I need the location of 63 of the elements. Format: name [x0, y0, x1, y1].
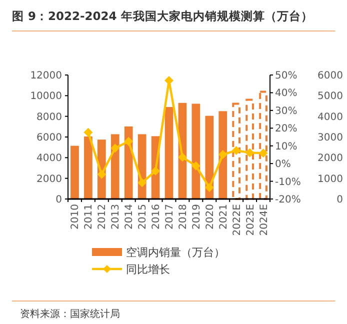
x-tick-label: 2012	[97, 204, 108, 230]
x-tick-label: 2015	[138, 204, 149, 230]
text: 资料来源：国家统计局	[20, 308, 120, 320]
point	[110, 144, 120, 153]
point	[178, 152, 187, 162]
y2-tick-label: 0%	[275, 159, 291, 170]
x-tick-label: 2018	[178, 204, 189, 230]
y2-tick-label: 50%	[275, 70, 298, 82]
point	[84, 128, 93, 137]
x-tick-label: 2011	[84, 204, 95, 230]
y2-tick-label: 40%	[275, 88, 298, 100]
point	[245, 148, 254, 158]
bar	[110, 134, 120, 199]
point	[258, 148, 268, 158]
y-tick-label: 12000	[30, 70, 62, 82]
chart-title: 图 9：2022-2024 年我国大家电内销规模测算（万台）	[12, 9, 313, 23]
legend-label: 同比增长	[126, 263, 170, 276]
x-tick-label: 2019	[191, 204, 202, 230]
bar	[218, 111, 228, 199]
y3-tick-label: 2000	[318, 153, 343, 164]
bar	[205, 116, 214, 199]
x-tick-label: 2020	[204, 204, 216, 230]
bar	[232, 102, 241, 200]
x-tick-label: 2017	[164, 204, 176, 230]
y3-tick-label: 3000	[318, 132, 343, 144]
x-tick-label: 2014	[124, 204, 136, 230]
x-tick-label: 2010	[70, 204, 82, 230]
x-tick-label: 2021	[218, 204, 230, 230]
y3-tick-label: 0	[336, 194, 343, 206]
bar	[246, 98, 254, 200]
point	[204, 182, 214, 192]
bar	[259, 90, 268, 200]
y-tick-label: 2000	[36, 174, 62, 185]
x-tick-label: 2013	[110, 204, 122, 230]
x-tick-label: 2022E	[232, 204, 243, 236]
point	[138, 178, 147, 188]
y2-tick-label: 20%	[275, 124, 298, 135]
y3-tick-label: 5000	[318, 91, 343, 102]
x-tick-label: 2023E	[245, 204, 256, 236]
y-tick-label: 6000	[36, 132, 62, 144]
point	[151, 166, 160, 176]
y2-tick-label: 30%	[275, 106, 298, 117]
legend-label: 空调内销量（万台）	[126, 246, 225, 259]
y-tick-label: 8000	[36, 112, 62, 123]
y-tick-label: 10000	[30, 91, 62, 102]
y3-tick-label: 4000	[318, 112, 343, 123]
x-tick-label: 2016	[151, 204, 162, 230]
y-tick-label: 4000	[36, 153, 62, 164]
x-tick-label: 2024E	[258, 204, 270, 236]
y3-tick-label: 6000	[318, 70, 343, 82]
y-tick-label: 0	[56, 194, 62, 206]
bar	[164, 107, 174, 199]
bar	[84, 136, 92, 199]
y2-tick-label: -20%	[275, 194, 301, 206]
y2-tick-label: 10%	[275, 141, 298, 152]
point	[232, 146, 241, 155]
point	[191, 161, 200, 170]
point	[97, 170, 106, 179]
bar	[70, 146, 79, 199]
y2-tick-label: -10%	[275, 176, 301, 188]
point	[124, 136, 134, 146]
y3-tick-label: 1000	[318, 174, 343, 185]
point	[218, 150, 228, 160]
